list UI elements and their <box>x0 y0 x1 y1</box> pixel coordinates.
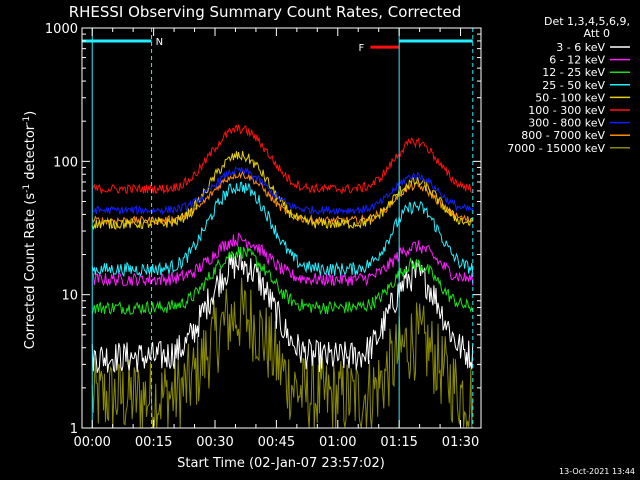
series-line-5 <box>91 124 473 195</box>
series-line-8 <box>91 277 474 429</box>
legend-label-3: 25 - 50 keV <box>542 79 605 92</box>
x-tick-label-5: 01:15 <box>380 435 417 450</box>
x-tick-label-0: 00:00 <box>73 435 110 450</box>
y-tick-label-3: 1000 <box>45 22 78 37</box>
y-tick-label-0: 1 <box>70 422 78 437</box>
legend-label-4: 50 - 100 keV <box>535 91 605 104</box>
series-line-6 <box>92 166 474 216</box>
legend-label-8: 7000 - 15000 keV <box>507 142 605 155</box>
x-tick-label-6: 01:30 <box>442 435 479 450</box>
x-tick-label-3: 00:45 <box>258 435 295 450</box>
legend-label-7: 800 - 7000 keV <box>521 129 605 142</box>
series-line-2 <box>91 246 474 316</box>
y-tick-label-2: 100 <box>53 155 78 170</box>
plot-frame <box>81 27 482 429</box>
plot-area <box>91 124 474 429</box>
legend-label-6: 300 - 800 keV <box>528 117 605 130</box>
x-axis-label: Start Time (02-Jan-07 23:57:02) <box>177 456 385 471</box>
series-line-1 <box>91 232 474 287</box>
series-line-0 <box>91 250 474 373</box>
legend-label-1: 6 - 12 keV <box>549 54 605 67</box>
series-line-7 <box>91 170 474 226</box>
chart-title: RHESSI Observing Summary Count Rates, Co… <box>69 3 462 21</box>
footer-timestamp: 13-Oct-2021 13:44 <box>559 467 635 476</box>
legend-label-2: 12 - 25 keV <box>542 66 605 79</box>
attenuator-lines <box>91 28 474 428</box>
y-tick-label-1: 10 <box>61 289 78 304</box>
y-axis-ticks: 1 10 100 1000 <box>45 22 481 437</box>
flag-label-0: N <box>156 37 163 48</box>
flag-label-1: F <box>359 43 365 54</box>
x-axis-ticks: 00:00 00:15 00:30 00:45 01:00 01:15 01:30 <box>73 28 479 450</box>
y-axis-label: Corrected Count Rate (s-1 detector-1) <box>22 111 38 349</box>
legend-header-line-2: Att 0 <box>584 27 610 40</box>
flag-bars: NF <box>82 37 473 54</box>
legend-label-5: 100 - 300 keV <box>528 104 605 117</box>
legend-label-0: 3 - 6 keV <box>556 41 605 54</box>
x-tick-label-1: 00:15 <box>135 435 172 450</box>
legend-header-line-1: Det 1,3,4,5,6,9, <box>544 15 630 28</box>
x-tick-label-2: 00:30 <box>196 435 233 450</box>
series-line-3 <box>91 181 474 278</box>
x-tick-label-4: 01:00 <box>319 435 356 450</box>
